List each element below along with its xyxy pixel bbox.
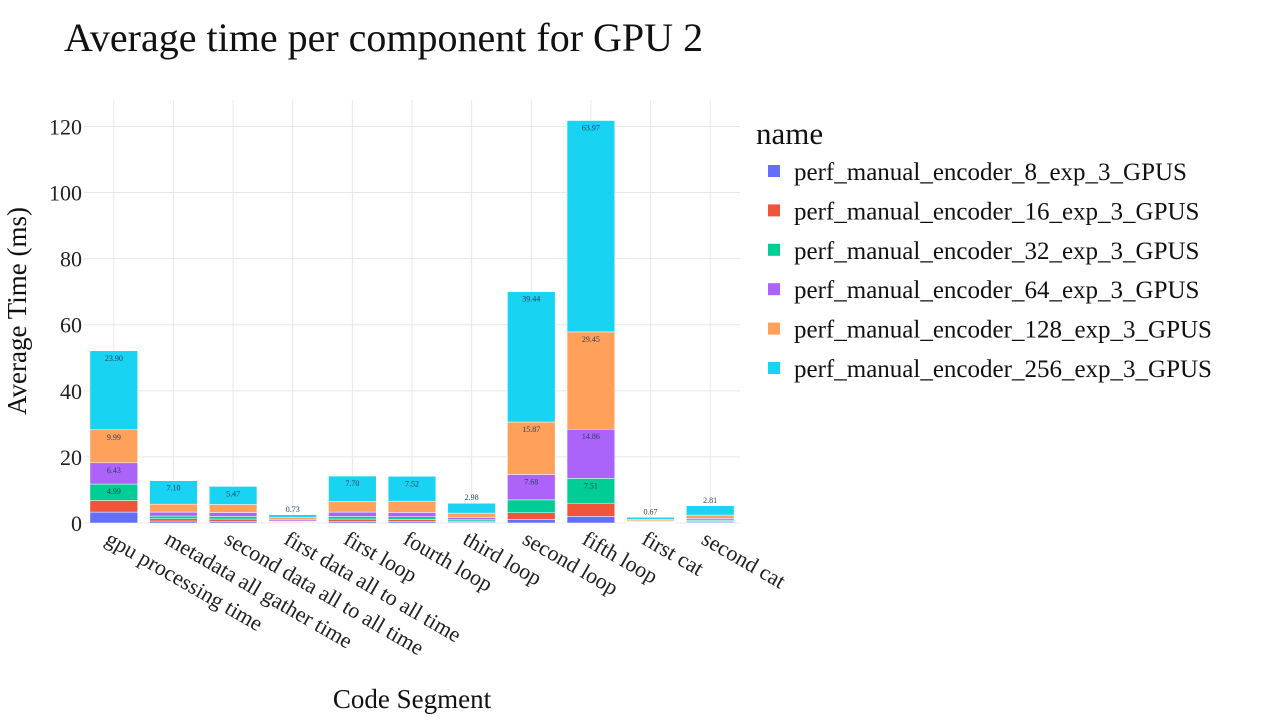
- bar-segment: [268, 514, 317, 518]
- bar-data-label: 4.99: [107, 487, 121, 496]
- bar-segment: [328, 511, 377, 517]
- bar-segment: [387, 476, 437, 502]
- bar-segment: [149, 511, 198, 517]
- bar-segment: [149, 515, 198, 519]
- bar-segment: [626, 517, 675, 520]
- bar-segment: [149, 503, 198, 513]
- bar-segment: [387, 519, 437, 522]
- bar-segment: [447, 512, 496, 518]
- legend-entry-label: perf_manual_encoder_32_exp_3_GPUS: [794, 238, 1199, 265]
- bar-segment: [387, 500, 437, 513]
- bar-data-label: 5.47: [226, 489, 240, 498]
- bar-segment: [89, 511, 138, 524]
- bar-segment: [208, 504, 258, 513]
- y-axis-title: Average Time (ms): [2, 207, 32, 415]
- bar-segment: [328, 475, 377, 502]
- legend: name perf_manual_encoder_8_exp_3_GPUSper…: [756, 116, 1212, 383]
- bar-data-label: 9.99: [107, 433, 121, 442]
- chart-title: Average time per component for GPU 2: [64, 15, 703, 60]
- bar-segment: [208, 486, 258, 505]
- y-tick-label: 120: [49, 114, 82, 139]
- x-axis-title: Code Segment: [333, 684, 492, 714]
- bar-segment: [328, 518, 377, 522]
- bar-segment: [89, 500, 138, 513]
- bar-segment: [686, 514, 735, 519]
- bar-data-label: 39.44: [522, 295, 540, 304]
- bar-data-label: 29.45: [582, 335, 600, 344]
- bar-segment: [566, 428, 616, 479]
- legend-swatch: [768, 243, 780, 256]
- bar-data-label: 7.68: [524, 477, 538, 486]
- bar-data-label: 6.43: [107, 466, 121, 475]
- y-axis-ticks: 0 20 40 60 80 100 120: [49, 114, 82, 536]
- legend-swatch: [768, 322, 780, 335]
- legend-swatch: [768, 362, 780, 374]
- bar-data-label: 7.52: [405, 479, 419, 488]
- bar-segment: [507, 512, 556, 520]
- bar-segment: [447, 502, 496, 514]
- bar-data-label: 0.67: [644, 507, 658, 516]
- bar-segment: [149, 520, 198, 524]
- bar-data-label: 63.97: [582, 124, 600, 133]
- bar-segment: [566, 331, 616, 430]
- legend-entry-label: perf_manual_encoder_256_exp_3_GPUS: [794, 356, 1212, 383]
- bar-segment: [566, 120, 616, 333]
- bar-segment: [507, 421, 556, 475]
- bar-segment: [507, 499, 556, 514]
- bar-segment: [507, 291, 556, 423]
- legend-entry-label: perf_manual_encoder_128_exp_3_GPUS: [794, 317, 1212, 344]
- legend-entry-label: perf_manual_encoder_8_exp_3_GPUS: [794, 159, 1187, 186]
- bar-data-label: 2.98: [465, 493, 479, 502]
- bar-segment: [268, 516, 317, 521]
- y-tick-label: 20: [60, 445, 82, 470]
- bar-segment: [149, 518, 198, 522]
- bar-data-label: 7.10: [166, 484, 180, 493]
- bar-segment: [387, 516, 437, 520]
- bar-segment: [208, 512, 258, 517]
- bar-segment: [328, 516, 377, 520]
- y-tick-label: 60: [60, 313, 82, 338]
- y-tick-label: 40: [60, 379, 82, 404]
- bar-segment: [149, 480, 198, 505]
- bar-segment: [566, 478, 616, 504]
- bar-data-label: 0.73: [286, 505, 300, 514]
- bars: [89, 120, 735, 524]
- bar-data-label: 2.81: [703, 496, 717, 505]
- bar-segment: [208, 516, 258, 520]
- legend-entry-label: perf_manual_encoder_64_exp_3_GPUS: [794, 277, 1199, 304]
- bar-data-label: 7.70: [345, 479, 359, 488]
- bar-segment: [507, 474, 556, 501]
- bar-segment: [328, 501, 377, 513]
- legend-swatch: [768, 283, 780, 296]
- legend-swatch: [768, 165, 780, 177]
- bar-data-label: 15.87: [522, 425, 540, 434]
- bar-segment: [566, 502, 616, 517]
- bar-segment: [686, 505, 735, 516]
- y-tick-label: 80: [60, 247, 82, 272]
- bar-segment: [89, 350, 138, 431]
- x-tick-label: second cat: [698, 526, 790, 594]
- bar-segment: [89, 429, 138, 464]
- legend-swatch: [768, 204, 780, 217]
- bar-segment: [447, 517, 496, 520]
- bar-segment: [507, 519, 556, 524]
- y-tick-label: 0: [71, 511, 82, 536]
- bar-data-label: 14.86: [582, 432, 600, 441]
- bar-data-label: 23.90: [105, 354, 123, 363]
- bar-segment: [208, 518, 258, 522]
- legend-items: perf_manual_encoder_8_exp_3_GPUS perf_man…: [768, 159, 1212, 383]
- legend-entry-label: perf_manual_encoder_16_exp_3_GPUS: [794, 198, 1199, 225]
- bar-labels: 4.99 7.51 6.43 7.68 14.86 9.99 15.87 29.45 23.90…: [105, 124, 717, 517]
- legend-title: name: [756, 116, 823, 151]
- bar-data-label: 7.51: [584, 481, 598, 490]
- gridlines: [84, 100, 740, 524]
- y-tick-label: 100: [49, 181, 82, 206]
- bar-segment: [387, 512, 437, 517]
- bar-segment: [566, 516, 616, 524]
